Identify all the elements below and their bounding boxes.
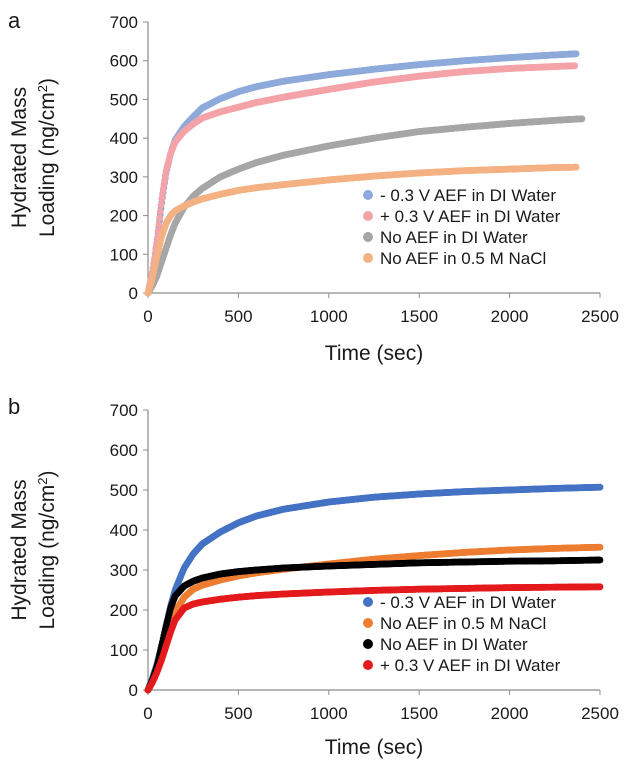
- data-point: [596, 483, 604, 491]
- x-tick-label: 2500: [581, 307, 619, 326]
- data-point: [596, 556, 604, 564]
- data-point: [157, 201, 165, 209]
- x-axis-title: Time (sec): [325, 342, 423, 365]
- x-tick-label: 500: [224, 704, 252, 723]
- x-tick-label: 500: [224, 307, 252, 326]
- data-point: [596, 583, 604, 591]
- series-4: [144, 583, 604, 694]
- y-axis-title-line2: Loading (ng/cm2): [35, 78, 60, 237]
- y-tick-label: 500: [110, 481, 138, 500]
- legend-label: No AEF in 0.5 M NaCl: [380, 249, 546, 268]
- y-tick-label: 100: [110, 245, 138, 264]
- legend-marker: [363, 660, 373, 670]
- legend-marker: [363, 618, 373, 628]
- y-tick-label: 300: [110, 168, 138, 187]
- legend-marker: [363, 211, 373, 221]
- series-3: [144, 556, 604, 694]
- data-point: [596, 543, 604, 551]
- legend-label: No AEF in DI Water: [380, 228, 528, 247]
- y-axis-title-line2: Loading (ng/cm2): [35, 471, 60, 630]
- chart-panel-a: a 0 100 200 300 400 500 600 700 0 500 1000 1500 2000 2…: [8, 8, 619, 365]
- x-axis-title: Time (sec): [325, 736, 423, 759]
- series-4: [144, 163, 580, 297]
- x-tick-label: 1500: [400, 704, 438, 723]
- chart-panel-b: b 0 100 200 300 400 500 600 700 0 500 1000 1500 2000 2…: [8, 394, 619, 759]
- x-tick-label: 2000: [491, 307, 529, 326]
- y-tick-label: 400: [110, 521, 138, 540]
- y-axis-title-line1: Hydrated Mass: [8, 87, 31, 228]
- series-2: [144, 62, 579, 297]
- data-point: [155, 221, 163, 228]
- data-point: [156, 208, 164, 215]
- x-tick-label: 2000: [491, 704, 529, 723]
- y-tick-label: 500: [110, 90, 138, 109]
- legend-marker: [363, 597, 373, 607]
- y-tick-label: 300: [110, 561, 138, 580]
- panel-label: a: [8, 8, 21, 33]
- legend-marker: [363, 190, 373, 200]
- panel-label: b: [8, 394, 20, 419]
- legend-label: No AEF in DI Water: [380, 635, 528, 654]
- y-tick-label: 700: [110, 401, 138, 420]
- y-tick-label: 200: [110, 207, 138, 226]
- y-axis-title-line1: Hydrated Mass: [8, 479, 31, 620]
- x-tick-label: 0: [143, 704, 152, 723]
- x-tick-label: 1000: [310, 307, 348, 326]
- x-tick-label: 1500: [400, 307, 438, 326]
- data-point: [156, 214, 163, 222]
- legend-marker: [363, 232, 373, 242]
- data-point: [572, 50, 580, 58]
- x-tick-label: 2500: [581, 704, 619, 723]
- y-tick-label: 100: [110, 641, 138, 660]
- y-tick-label: 700: [110, 13, 138, 32]
- series-3: [144, 115, 586, 297]
- x-tick-label: 1000: [310, 704, 348, 723]
- y-tick-label: 0: [129, 284, 138, 303]
- legend-label: - 0.3 V AEF in DI Water: [380, 593, 556, 612]
- x-tick-label: 0: [143, 307, 152, 326]
- y-tick-label: 600: [110, 441, 138, 460]
- legend-label: + 0.3 V AEF in DI Water: [380, 656, 561, 675]
- series-1: [144, 483, 604, 694]
- data-point: [578, 115, 586, 123]
- legend-label: - 0.3 V AEF in DI Water: [380, 186, 556, 205]
- legend: - 0.3 V AEF in DI Water + 0.3 V AEF in DI…: [363, 186, 561, 268]
- legend-label: No AEF in 0.5 M NaCl: [380, 614, 546, 633]
- data-point: [571, 62, 579, 70]
- legend: - 0.3 V AEF in DI Water No AEF in 0.5 M N…: [363, 593, 561, 675]
- data-point: [572, 163, 580, 171]
- legend-marker: [363, 253, 373, 263]
- y-tick-label: 400: [110, 129, 138, 148]
- legend-marker: [363, 639, 373, 649]
- y-tick-label: 200: [110, 601, 138, 620]
- legend-label: + 0.3 V AEF in DI Water: [380, 207, 561, 226]
- y-tick-label: 600: [110, 52, 138, 71]
- y-tick-label: 0: [129, 681, 138, 700]
